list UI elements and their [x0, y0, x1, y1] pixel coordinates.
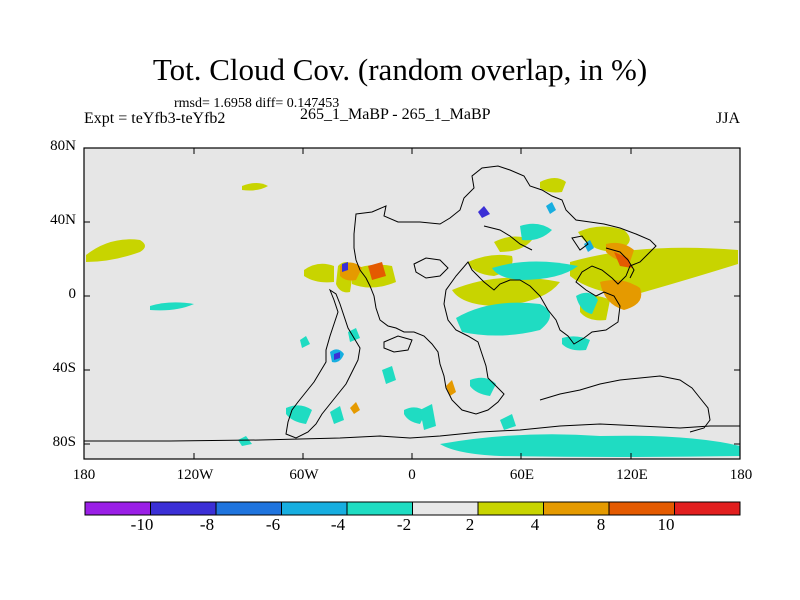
- lon-label-120w: 120W: [176, 467, 214, 483]
- rmsd-diff-stats: rmsd= 1.6958 diff= 0.147453: [174, 96, 340, 111]
- lat-label-40s: 40S: [52, 360, 76, 376]
- lat-label-eq: 0: [68, 286, 77, 302]
- lon-label-0: 0: [408, 467, 416, 483]
- colorbar-box: [608, 501, 675, 516]
- colorbar-label-m6: -6: [265, 515, 281, 534]
- lon-label-180w: 180: [72, 467, 96, 483]
- lon-label-120e: 120E: [616, 467, 648, 483]
- colorbar-boxes: [84, 501, 741, 516]
- colorbar-label-m8: -8: [199, 515, 215, 534]
- colorbar-box: [543, 501, 610, 516]
- lat-label-80s: 80S: [52, 434, 76, 450]
- colorbar-label-4: 4: [530, 515, 540, 534]
- case-label: 265_1_MaBP - 265_1_MaBP: [300, 106, 491, 123]
- lat-label-80n: 80N: [50, 138, 76, 154]
- coastlines: [84, 165, 740, 442]
- colorbar-label-m10: -10: [130, 515, 154, 534]
- strong-positive-patches: [340, 242, 642, 414]
- colorbar-label-m4: -4: [330, 515, 346, 534]
- strong-negative-patches: [330, 202, 594, 363]
- colorbar-box: [346, 501, 413, 516]
- colorbar-label-2: 2: [465, 515, 475, 534]
- lon-label-60e: 60E: [509, 467, 535, 483]
- lat-label-40n: 40N: [50, 212, 76, 228]
- colorbar-label-8: 8: [596, 515, 606, 534]
- colorbar-box: [281, 501, 348, 516]
- season-label: JJA: [716, 110, 741, 127]
- colorbar-label-m2: -2: [396, 515, 412, 534]
- plot-title: Tot. Cloud Cov. (random overlap, in %): [152, 52, 648, 87]
- colorbar-box: [150, 501, 217, 516]
- colorbar-box: [477, 501, 544, 516]
- lon-label-180e: 180: [729, 467, 753, 483]
- colorbar-box: [84, 501, 151, 516]
- colorbar-box: [215, 501, 282, 516]
- lon-label-60w: 60W: [289, 467, 319, 483]
- axis-ticks: [84, 147, 740, 459]
- experiment-label: Expt = teYfb3-teYfb2: [84, 110, 226, 127]
- colorbar-box: [412, 501, 479, 516]
- colorbar-label-10: 10: [657, 515, 675, 534]
- colorbar-box: [674, 501, 741, 516]
- negative-anomaly-patches: [150, 223, 740, 457]
